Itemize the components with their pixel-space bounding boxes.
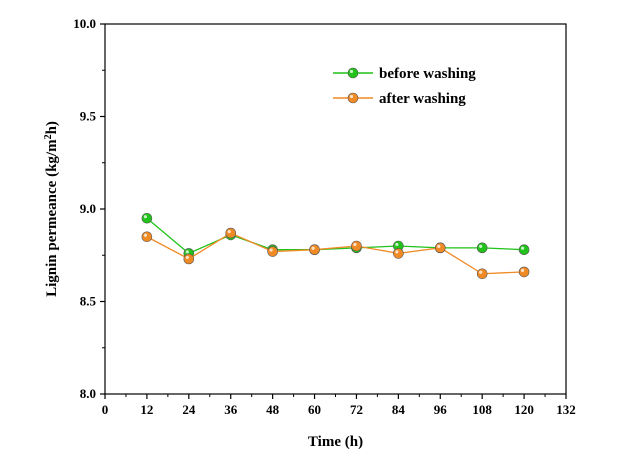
data-point-highlight: [520, 268, 525, 272]
data-point-highlight: [479, 270, 483, 274]
x-tick-label: 24: [182, 402, 196, 417]
legend-item-1: after washing: [333, 91, 466, 107]
x-tick-label: 12: [140, 402, 153, 417]
x-tick-label: 84: [392, 402, 406, 417]
data-point: [518, 244, 530, 255]
data-point: [225, 227, 237, 239]
data-point-highlight: [395, 250, 399, 254]
legend-marker: [347, 67, 359, 79]
data-point-highlight: [520, 246, 525, 250]
x-tick-label: 96: [434, 402, 448, 417]
x-tick-label: 36: [224, 402, 238, 417]
data-point: [141, 212, 153, 224]
x-tick-label: 108: [472, 402, 492, 417]
y-tick-label: 8.5: [80, 294, 97, 309]
legend: before washing after washing: [333, 66, 476, 107]
legend-marker-highlight: [349, 94, 354, 99]
x-tick-label: 120: [514, 402, 534, 417]
data-point: [393, 248, 404, 259]
series-1: [141, 227, 530, 280]
x-tick-label: 48: [266, 402, 280, 417]
data-point-highlight: [227, 229, 231, 234]
legend-label: after washing: [379, 91, 466, 107]
data-point-highlight: [185, 250, 189, 254]
legend-label: before washing: [379, 66, 476, 82]
data-point-highlight: [185, 255, 189, 260]
y-axis-title: Lignin permeance (kg/m2h): [43, 121, 61, 297]
data-point-highlight: [353, 242, 357, 247]
x-tick-label: 132: [556, 402, 576, 417]
legend-marker-highlight: [349, 69, 354, 74]
axes: 0 12 24 36 48 60 72 84 96 108 120 132 8.0 8.5 9.0 9.5 10…: [73, 16, 576, 417]
data-point: [351, 240, 362, 252]
series-layer: [141, 212, 530, 280]
legend-marker: [347, 92, 359, 104]
data-point-highlight: [311, 246, 315, 250]
plot-frame: [104, 23, 567, 395]
x-tick-label: 72: [350, 402, 363, 417]
x-tick-label: 0: [102, 402, 109, 417]
data-point: [267, 246, 278, 257]
data-point-highlight: [479, 244, 483, 248]
data-point-highlight: [395, 242, 399, 247]
y-axis-title-sup: 2: [43, 134, 54, 139]
data-point: [309, 244, 320, 255]
legend-item-0: before washing: [333, 66, 476, 82]
data-point-highlight: [437, 244, 441, 248]
data-point: [183, 253, 195, 265]
series-line: [146, 217, 525, 255]
data-point-highlight: [143, 233, 148, 237]
y-tick-label: 9.0: [80, 201, 96, 216]
y-tick-label: 9.5: [80, 109, 97, 124]
data-point-highlight: [143, 215, 148, 219]
series-line: [146, 232, 525, 275]
data-point: [476, 242, 488, 254]
data-point: [434, 242, 446, 254]
y-axis-title-main: Lignin permeance (kg/m: [44, 139, 60, 297]
y-tick-label: 10.0: [73, 16, 96, 31]
y-tick-label: 8.0: [80, 386, 96, 401]
data-point: [518, 266, 530, 278]
x-axis-title: Time (h): [308, 434, 363, 450]
data-point: [141, 231, 153, 243]
x-tick-label: 60: [308, 402, 321, 417]
data-point: [476, 268, 488, 280]
data-point-highlight: [269, 248, 273, 252]
y-axis-title-tail: h): [44, 121, 60, 134]
